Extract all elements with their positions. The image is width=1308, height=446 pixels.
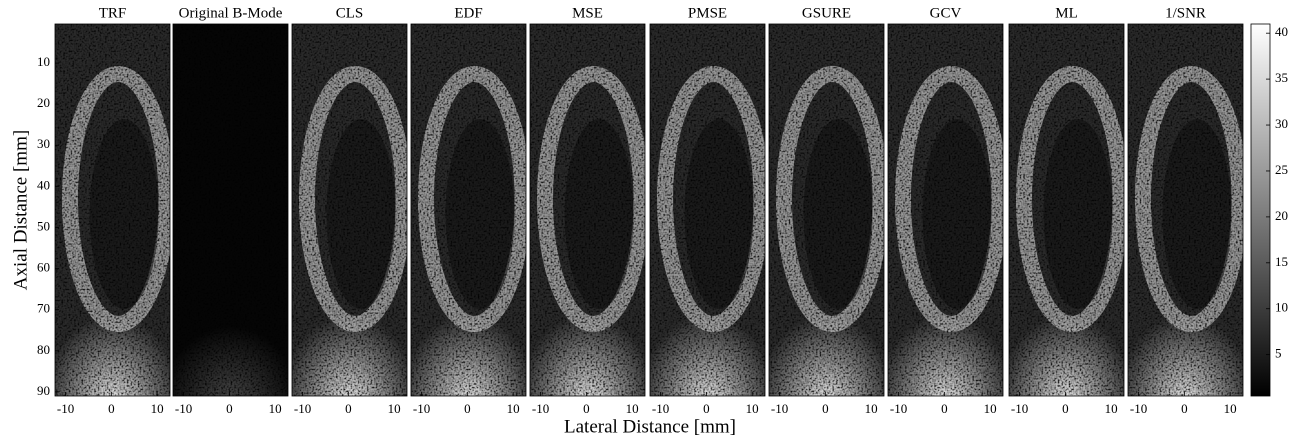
y-axis-label: Axial Distance [mm] (10, 130, 31, 290)
speckle (292, 24, 407, 396)
frame (291, 23, 408, 397)
y-tick-label: 20 (37, 95, 50, 110)
ultrasound-image (530, 24, 645, 396)
colorbar-tick-label: 20 (1275, 208, 1288, 223)
x-tick-label: 10 (865, 401, 878, 416)
x-tick-label: 0 (703, 401, 710, 416)
x-tick-label: -10 (57, 401, 74, 416)
panel-title: MSE (572, 5, 603, 21)
speckle (769, 24, 884, 396)
panel-title: EDF (454, 5, 482, 21)
y-tick-label: 60 (37, 260, 50, 275)
panel-title: PMSE (688, 5, 727, 21)
x-tick-label: 10 (1105, 401, 1118, 416)
x-tick-label: -10 (175, 401, 192, 416)
x-tick-label: 0 (583, 401, 590, 416)
panel-title: TRF (99, 5, 127, 21)
frame (887, 23, 1004, 397)
panel-title: CLS (336, 5, 364, 21)
x-tick-label: -10 (652, 401, 669, 416)
frame (1008, 23, 1125, 397)
x-tick-label: -10 (1130, 401, 1147, 416)
x-tick-label: 0 (1062, 401, 1069, 416)
x-tick-label: 0 (941, 401, 948, 416)
x-tick-label: -10 (771, 401, 788, 416)
colorbar (1250, 23, 1271, 397)
ultrasound-image (292, 24, 407, 396)
x-tick-label: -10 (413, 401, 430, 416)
x-tick-label: 10 (746, 401, 759, 416)
speckle (530, 24, 645, 396)
x-tick-label: 10 (388, 401, 401, 416)
y-tick-label: 40 (37, 177, 50, 192)
y-tick-label: 80 (37, 342, 50, 357)
x-tick-label: -10 (1011, 401, 1028, 416)
x-tick-label: -10 (294, 401, 311, 416)
speckle (55, 24, 170, 396)
x-tick-label: 0 (108, 401, 115, 416)
x-tick-label: -10 (890, 401, 907, 416)
colorbar-tick-label: 35 (1275, 70, 1288, 85)
x-tick-label: 0 (226, 401, 233, 416)
speckle (888, 24, 1003, 396)
frame (410, 23, 527, 397)
panel-title: ML (1055, 5, 1078, 21)
speckle (173, 24, 288, 396)
panel-title: GCV (930, 5, 962, 21)
x-tick-label: 10 (269, 401, 282, 416)
colorbar-tick-label: 40 (1275, 24, 1288, 39)
x-tick-label: 10 (151, 401, 164, 416)
colorbar-tick-label: 30 (1275, 116, 1288, 131)
x-tick-label: 0 (464, 401, 471, 416)
speckle (650, 24, 765, 396)
speckle (1128, 24, 1243, 396)
x-tick-label: 10 (626, 401, 639, 416)
x-tick-label: 10 (984, 401, 997, 416)
ultrasound-image (1009, 24, 1124, 396)
panel-title: Original B-Mode (179, 5, 283, 21)
panel-title: 1/SNR (1165, 5, 1206, 21)
x-tick-label: 10 (507, 401, 520, 416)
ultrasound-image (650, 24, 765, 396)
x-tick-label: 10 (1224, 401, 1237, 416)
frame (54, 23, 171, 397)
y-tick-label: 50 (37, 218, 50, 233)
ultrasound-image (55, 24, 170, 396)
speckle (1009, 24, 1124, 396)
frame (1127, 23, 1244, 397)
y-tick-label: 70 (37, 301, 50, 316)
ultrasound-image (888, 24, 1003, 396)
speckle (411, 24, 526, 396)
colorbar-tick-label: 5 (1275, 346, 1282, 361)
ultrasound-image (411, 24, 526, 396)
frame (649, 23, 766, 397)
x-tick-label: 0 (822, 401, 829, 416)
colorbar-tick-label: 25 (1275, 162, 1288, 177)
x-tick-label: 0 (1181, 401, 1188, 416)
ultrasound-image (769, 24, 884, 396)
frame (768, 23, 885, 397)
x-axis-label: Lateral Distance [mm] (564, 416, 736, 437)
panel-title: GSURE (802, 5, 851, 21)
frame (529, 23, 646, 397)
ultrasound-image (173, 24, 288, 396)
x-tick-label: 0 (345, 401, 352, 416)
y-tick-label: 90 (37, 383, 50, 398)
x-tick-label: -10 (532, 401, 549, 416)
y-tick-label: 10 (37, 54, 50, 69)
y-tick-label: 30 (37, 136, 50, 151)
colorbar-tick-label: 10 (1275, 300, 1288, 315)
ultrasound-image (1128, 24, 1243, 396)
colorbar-tick-label: 15 (1275, 254, 1288, 269)
frame (172, 23, 289, 397)
